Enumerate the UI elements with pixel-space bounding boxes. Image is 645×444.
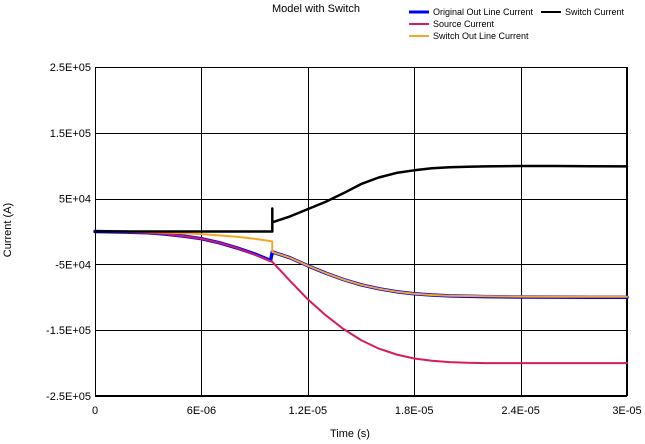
y-tick-label: -1.5E+05	[46, 325, 91, 337]
legend-label: Switch Out Line Current	[433, 31, 529, 41]
legend-label: Switch Current	[565, 7, 625, 17]
y-tick-label: -2.5E+05	[46, 391, 91, 403]
legend-label: Original Out Line Current	[433, 7, 534, 17]
x-tick-label: 1.2E-05	[289, 405, 328, 417]
chart-title: Model with Switch	[272, 3, 361, 15]
series-line-source-current	[94, 230, 628, 365]
x-tick-label: 1.8E-05	[395, 405, 434, 417]
x-tick-label: 0	[92, 405, 98, 417]
x-tick-label: 2.4E-05	[501, 405, 540, 417]
x-tick-label: 3E-05	[612, 405, 641, 417]
y-tick-label: -5E+04	[55, 259, 91, 271]
series-line-switch-current	[93, 164, 629, 233]
y-tick-label: 1.5E+05	[50, 128, 91, 140]
x-axis-label: Time (s)	[330, 428, 370, 440]
y-tick-label: 2.5E+05	[50, 62, 91, 74]
x-tick-label: 6E-06	[187, 405, 216, 417]
legend-label: Source Current	[433, 19, 495, 29]
y-tick-label: 5E+04	[59, 194, 91, 206]
series-line-switch-out-line-current	[94, 230, 628, 298]
